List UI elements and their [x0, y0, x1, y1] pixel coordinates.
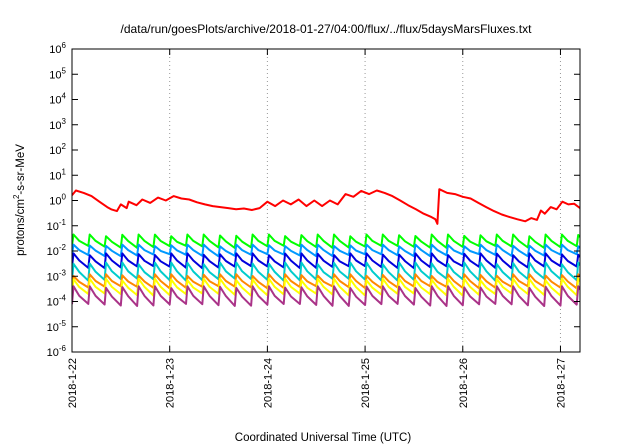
y-axis-label: protons/cm2-s-sr-MeV — [12, 144, 27, 256]
y-tick-label: 10-1 — [47, 218, 67, 233]
y-tick-label: 101 — [49, 167, 66, 182]
x-axis-label: Coordinated Universal Time (UTC) — [235, 432, 412, 444]
y-axis-label-part2: -s-sr-MeV — [15, 144, 27, 195]
x-tick-label: 2018-1-22 — [67, 358, 79, 408]
x-tick-label: 2018-1-25 — [360, 358, 372, 408]
y-tick-label: 105 — [49, 66, 66, 81]
y-tick-label: 100 — [49, 193, 66, 208]
x-axis-ticks: 2018-1-22 2018-1-23 2018-1-24 2018-1-25 2018… — [67, 49, 567, 408]
series-layer — [72, 188, 580, 307]
series-line — [72, 277, 580, 297]
x-tick-label: 2018-1-24 — [262, 358, 274, 408]
series-line — [72, 188, 580, 225]
x-tick-label: 2018-1-26 — [458, 358, 470, 408]
y-tick-label: 10-2 — [47, 243, 67, 258]
chart-title: /data/run/goesPlots/archive/2018-01-27/0… — [121, 22, 533, 36]
y-tick-label: 102 — [49, 142, 66, 157]
y-tick-label: 10-5 — [47, 319, 67, 334]
y-axis-label-exponent: 2 — [12, 194, 21, 199]
y-tick-label: 103 — [49, 117, 66, 132]
y-tick-label: 106 — [49, 41, 66, 56]
y-tick-label: 104 — [49, 92, 66, 107]
series-line — [72, 273, 580, 290]
series-line — [72, 261, 580, 282]
series-line — [72, 233, 580, 249]
y-tick-label: 10-3 — [47, 268, 67, 283]
y-axis-label-part1: protons/cm — [15, 199, 27, 256]
plot-frame — [71, 48, 581, 353]
x-tick-label: 2018-1-23 — [165, 358, 177, 408]
y-axis-ticks: 106 105 104 103 102 101 100 10-1 10-2 10-3 10-4 10-… — [47, 41, 580, 359]
series-line — [72, 285, 580, 307]
series-line — [72, 243, 580, 258]
y-tick-label: 10-6 — [47, 344, 67, 359]
y-tick-label: 10-4 — [47, 294, 67, 309]
series-line — [72, 252, 580, 270]
x-tick-label: 2018-1-27 — [555, 358, 567, 408]
